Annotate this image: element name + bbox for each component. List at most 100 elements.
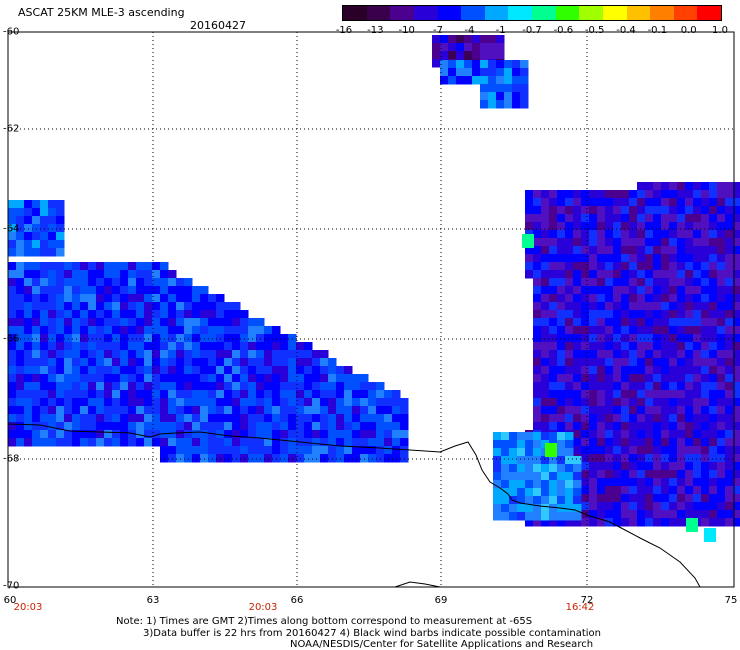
- data-pixel: [621, 390, 630, 399]
- data-pixel: [685, 230, 694, 239]
- data-pixel: [589, 342, 598, 351]
- data-pixel: [605, 486, 614, 495]
- data-pixel: [661, 182, 670, 191]
- data-pixel: [557, 390, 566, 399]
- data-pixel: [725, 302, 734, 311]
- data-pixel: [621, 254, 630, 263]
- data-pixel: [40, 216, 49, 225]
- data-pixel: [360, 438, 369, 447]
- data-pixel: [581, 478, 590, 487]
- data-pixel: [573, 374, 582, 383]
- data-pixel: [685, 278, 694, 287]
- data-pixel: [621, 398, 630, 407]
- data-pixel: [440, 76, 449, 85]
- data-pixel: [448, 68, 457, 77]
- data-pixel: [192, 318, 201, 327]
- data-pixel: [597, 206, 606, 215]
- data-pixel: [16, 262, 25, 271]
- data-pixel: [144, 398, 153, 407]
- data-pixel: [96, 422, 105, 431]
- data-pixel: [629, 350, 638, 359]
- data-pixel: [653, 278, 662, 287]
- data-pixel: [709, 470, 718, 479]
- data-pixel: [557, 278, 566, 287]
- data-pixel: [533, 318, 542, 327]
- data-pixel: [565, 214, 574, 223]
- data-pixel: [136, 382, 145, 391]
- data-pixel: [613, 262, 622, 271]
- data-pixel: [549, 230, 558, 239]
- data-pixel: [645, 382, 654, 391]
- data-pixel: [128, 398, 137, 407]
- data-pixel: [96, 414, 105, 423]
- data-pixel: [661, 462, 670, 471]
- data-pixel: [200, 366, 209, 375]
- data-pixel: [16, 232, 25, 241]
- data-pixel: [304, 358, 313, 367]
- lat-label: -66: [3, 333, 20, 345]
- data-pixel: [272, 350, 281, 359]
- data-pixel: [152, 398, 161, 407]
- data-pixel: [32, 390, 41, 399]
- data-pixel: [144, 334, 153, 343]
- data-pixel: [685, 198, 694, 207]
- data-pixel: [653, 254, 662, 263]
- data-pixel: [533, 358, 542, 367]
- data-pixel: [48, 286, 57, 295]
- data-pixel: [200, 390, 209, 399]
- data-pixel: [669, 270, 678, 279]
- data-pixel: [488, 100, 497, 109]
- data-pixel: [48, 318, 57, 327]
- data-pixel: [120, 294, 129, 303]
- data-pixel: [709, 230, 718, 239]
- data-pixel: [645, 214, 654, 223]
- data-pixel: [685, 374, 694, 383]
- data-pixel: [312, 366, 321, 375]
- data-pixel: [8, 294, 17, 303]
- data-pixel: [200, 286, 209, 295]
- data-pixel: [328, 446, 337, 455]
- data-pixel: [733, 214, 740, 223]
- data-pixel: [581, 302, 590, 311]
- data-pixel: [613, 454, 622, 463]
- data-pixel: [733, 470, 740, 479]
- data-pixel: [669, 238, 678, 247]
- data-pixel: [240, 326, 249, 335]
- data-pixel: [581, 390, 590, 399]
- data-pixel: [565, 254, 574, 263]
- data-pixel: [709, 214, 718, 223]
- data-pixel: [128, 294, 137, 303]
- data-pixel: [621, 270, 630, 279]
- data-pixel: [256, 318, 265, 327]
- data-pixel: [56, 398, 65, 407]
- data-pixel: [669, 470, 678, 479]
- data-pixel: [725, 446, 734, 455]
- data-pixel: [72, 326, 81, 335]
- data-pixel: [160, 398, 169, 407]
- data-pixel: [336, 446, 345, 455]
- data-pixel: [629, 406, 638, 415]
- data-pixel: [16, 310, 25, 319]
- data-pixel: [581, 278, 590, 287]
- data-pixel: [16, 216, 25, 225]
- data-pixel: [120, 430, 129, 439]
- data-pixel: [557, 286, 566, 295]
- data-pixel: [549, 262, 558, 271]
- data-pixel: [272, 422, 281, 431]
- data-pixel: [152, 414, 161, 423]
- data-pixel: [360, 446, 369, 455]
- data-pixel: [709, 190, 718, 199]
- data-pixel: [597, 270, 606, 279]
- data-pixel: [701, 198, 710, 207]
- data-pixel: [733, 246, 740, 255]
- data-pixel: [40, 248, 49, 257]
- data-pixel: [376, 430, 385, 439]
- data-pixel: [144, 326, 153, 335]
- data-pixel: [565, 238, 574, 247]
- data-pixel: [488, 60, 497, 69]
- data-pixel: [336, 366, 345, 375]
- data-pixel: [653, 406, 662, 415]
- data-pixel: [56, 310, 65, 319]
- data-pixel: [589, 382, 598, 391]
- data-pixel: [176, 278, 185, 287]
